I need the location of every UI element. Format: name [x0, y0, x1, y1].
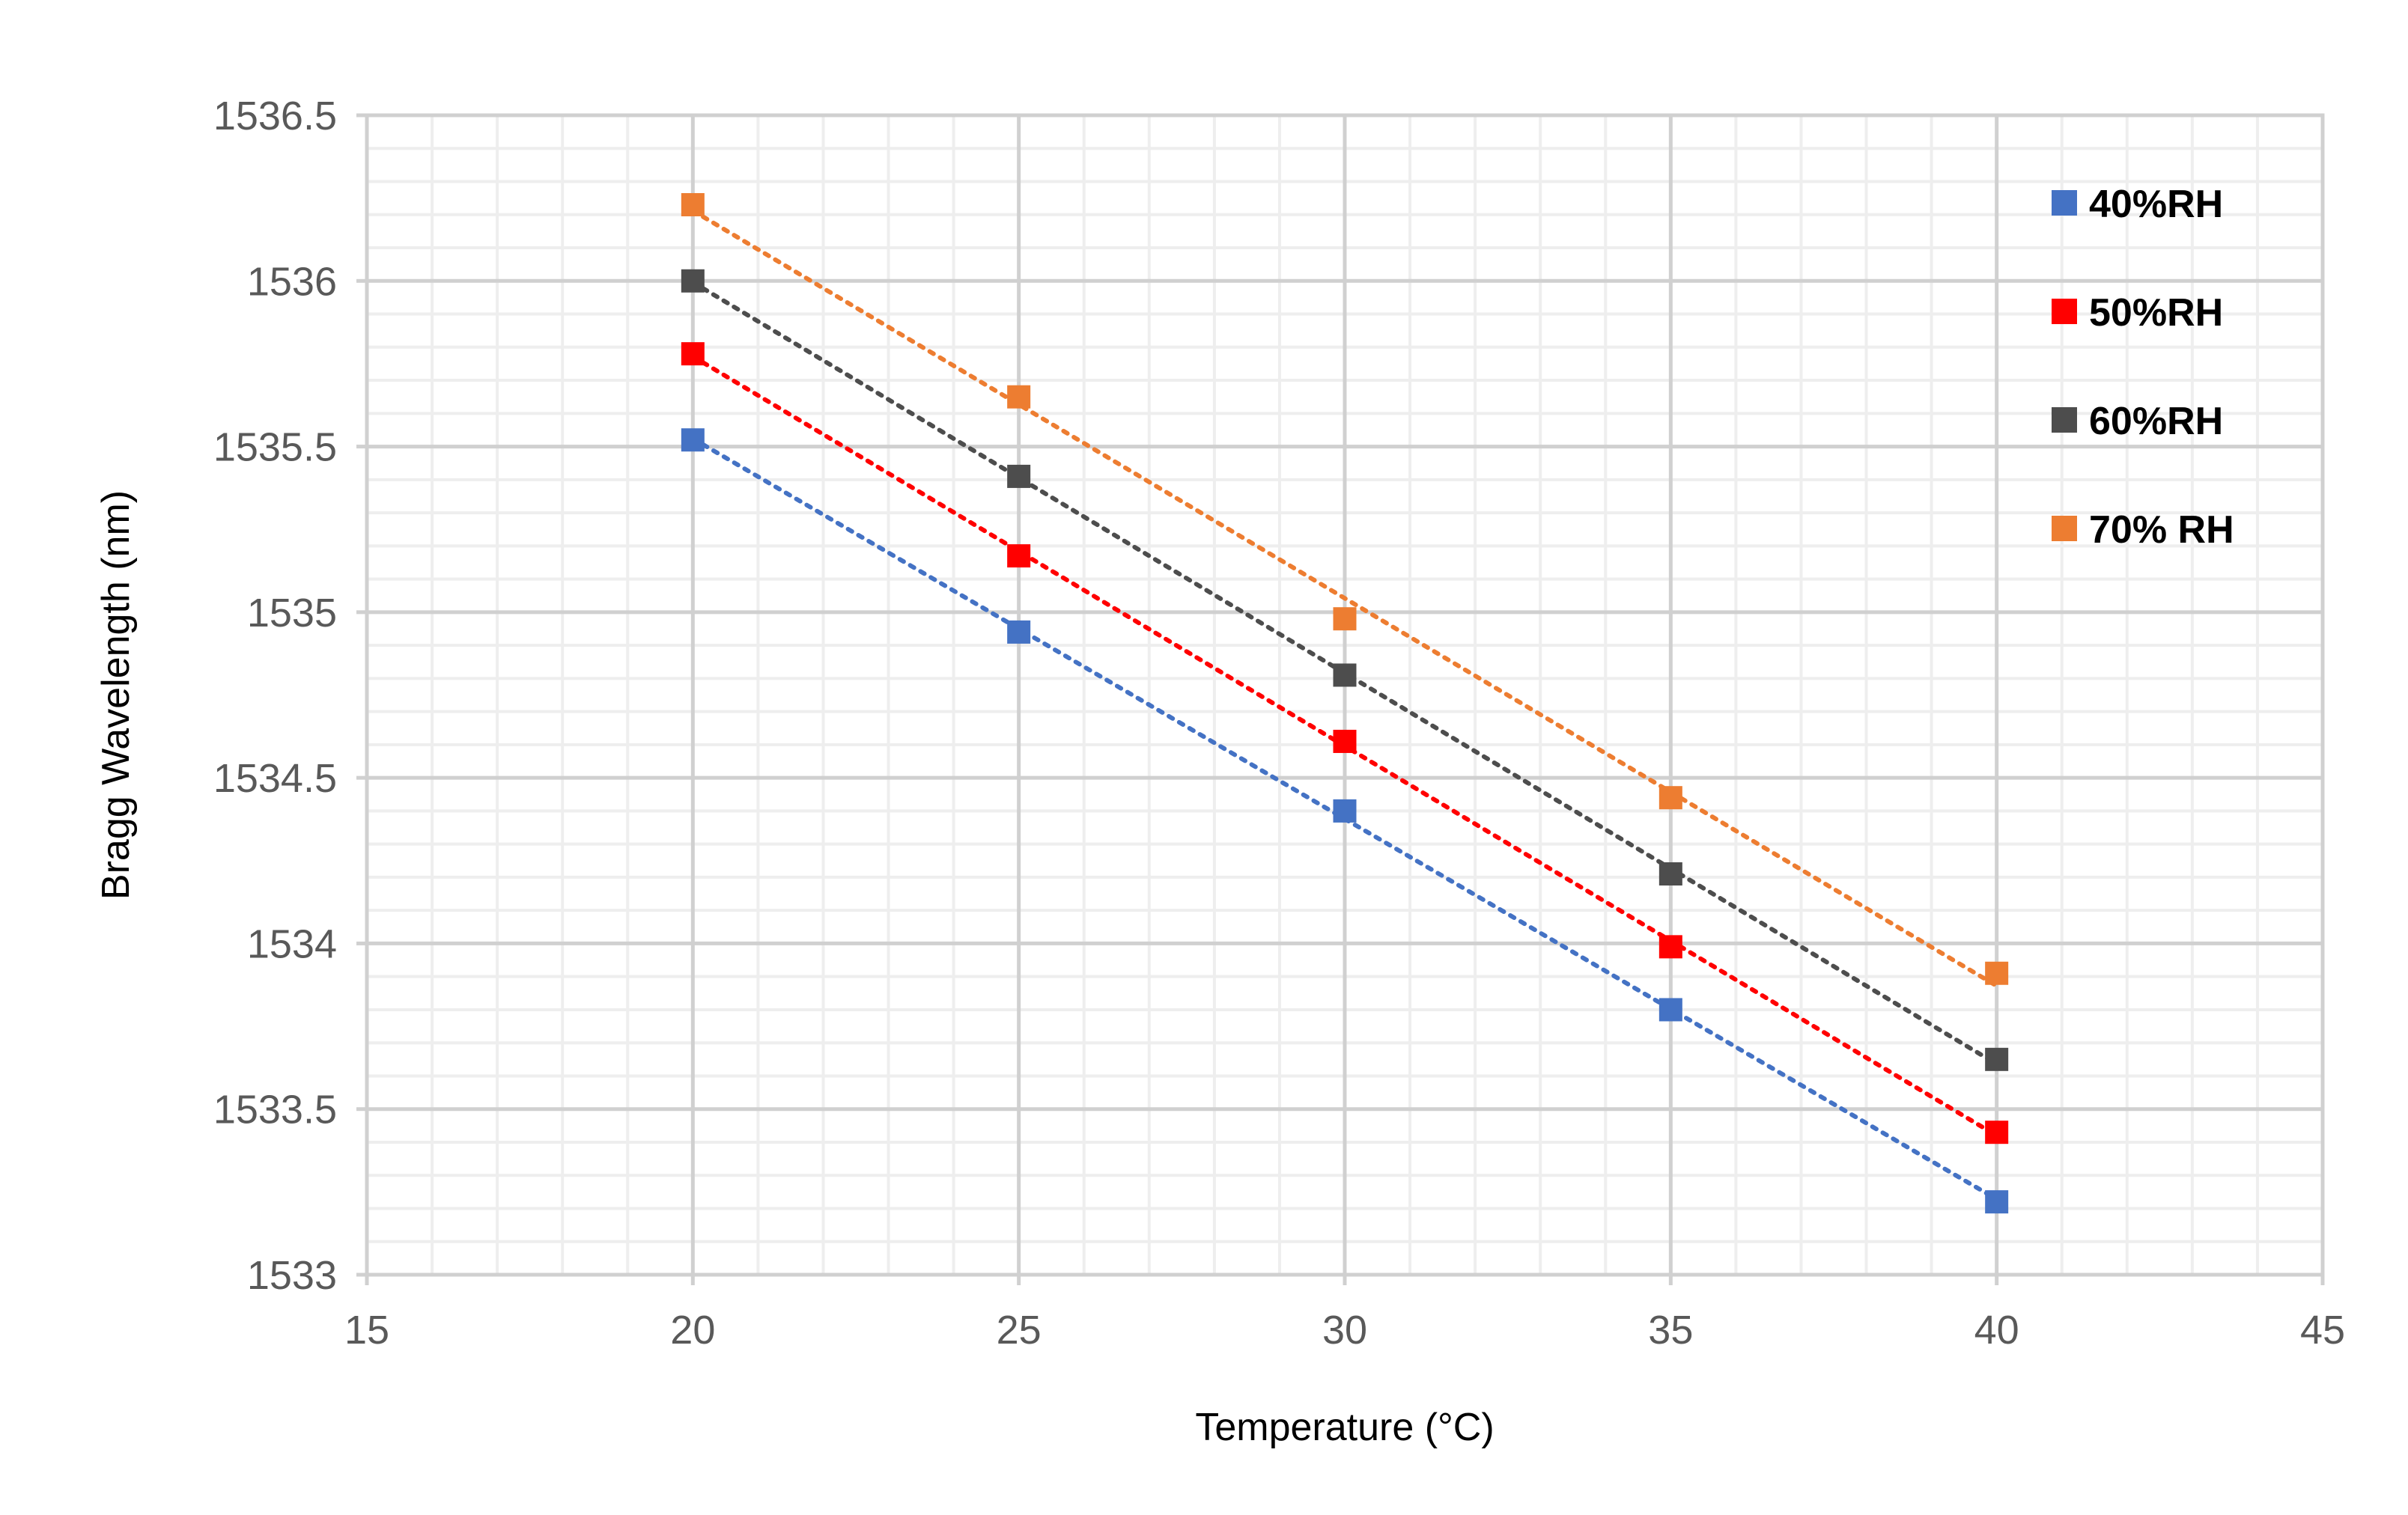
legend: 40%RH 50%RH 60%RH 70% RH	[2052, 183, 2234, 552]
x-axis-title: Temperature (°C)	[1195, 1406, 1494, 1449]
legend-label: 40%RH	[2089, 183, 2223, 226]
y-tick-label: 1536.5	[213, 94, 337, 138]
data-point	[1333, 799, 1357, 823]
data-markers	[681, 192, 2009, 1214]
x-tick-label: 35	[1648, 1308, 1693, 1353]
data-point	[1985, 961, 2009, 985]
x-tick-label: 40	[1974, 1308, 2019, 1353]
data-point	[1985, 1190, 2009, 1214]
data-point	[1007, 464, 1031, 488]
data-point	[681, 269, 705, 293]
y-tick-label: 1534	[247, 921, 337, 966]
y-tick-label: 1536	[247, 259, 337, 304]
data-point	[1333, 729, 1357, 753]
x-tick-label: 30	[1322, 1308, 1367, 1353]
data-point	[1007, 620, 1031, 644]
y-tick-label: 1535	[247, 591, 337, 635]
y-axis-title: Bragg Wavelength (nm)	[94, 490, 138, 900]
data-point	[1658, 862, 1682, 885]
data-point	[681, 428, 705, 452]
legend-label: 60%RH	[2089, 400, 2223, 443]
trendline-series-4	[690, 208, 1999, 989]
data-point	[1333, 663, 1357, 687]
data-point	[1658, 786, 1682, 810]
legend-label: 50%RH	[2089, 291, 2223, 335]
data-point	[1985, 1047, 2009, 1071]
y-tick-label: 1535.5	[213, 425, 337, 470]
x-tick-label: 20	[670, 1308, 715, 1353]
legend-swatch	[2052, 190, 2077, 216]
data-point	[1007, 385, 1031, 409]
y-tick-label: 1533	[247, 1253, 337, 1298]
x-tick-label: 45	[2300, 1308, 2345, 1353]
data-point	[681, 342, 705, 366]
major-gridlines	[356, 113, 2325, 1285]
x-tick-label: 25	[997, 1308, 1042, 1353]
y-tick-label: 1534.5	[213, 756, 337, 801]
y-tick-label: 1533.5	[213, 1088, 337, 1133]
data-point	[1985, 1121, 2009, 1144]
legend-label: 70% RH	[2089, 508, 2234, 552]
legend-swatch	[2052, 407, 2077, 433]
data-point	[1007, 544, 1031, 568]
plot-area	[365, 113, 2325, 1277]
data-point	[681, 192, 705, 216]
x-axis-ticks: 15 20 25 30 35 40 45	[344, 1308, 2345, 1353]
y-axis-ticks: 1533 1533.5 1534 1534.5 1535 1535.5 1536 1536.5	[213, 94, 337, 1298]
legend-swatch	[2052, 516, 2077, 541]
legend-swatch	[2052, 299, 2077, 324]
data-point	[1658, 935, 1682, 959]
data-point	[1658, 998, 1682, 1022]
x-tick-label: 15	[344, 1308, 389, 1353]
data-point	[1333, 607, 1357, 631]
